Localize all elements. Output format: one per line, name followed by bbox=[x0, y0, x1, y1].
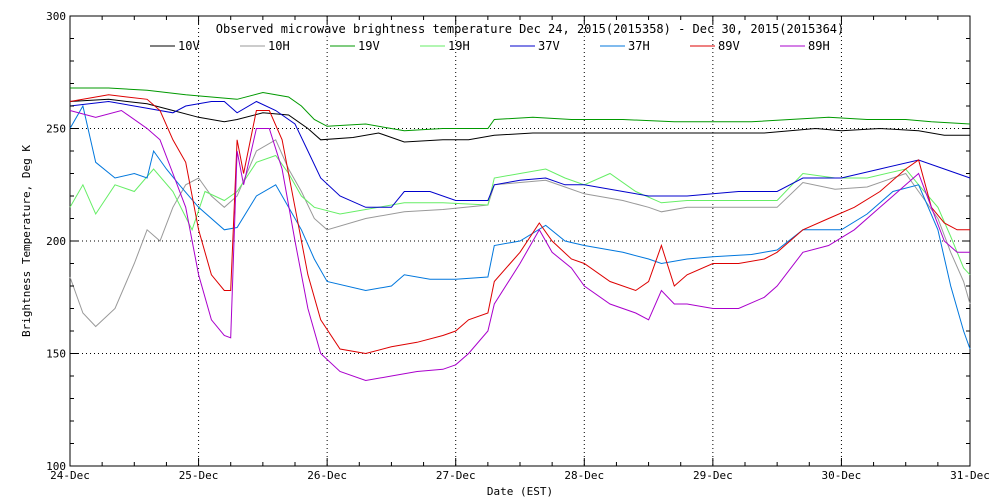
x-axis-title: Date (EST) bbox=[487, 485, 553, 498]
x-tick-label: 27-Dec bbox=[436, 469, 476, 482]
x-tick-label: 24-Dec bbox=[50, 469, 90, 482]
series-line-89v bbox=[69, 94, 970, 355]
x-tick-label: 30-Dec bbox=[822, 469, 862, 482]
legend-label-10v: 10V bbox=[178, 39, 200, 53]
series-line-10v bbox=[69, 98, 970, 143]
x-tick-label: 29-Dec bbox=[693, 469, 733, 482]
legend: 10V 10H 19V 19H 37V 37H 89V 89H bbox=[150, 39, 830, 53]
series-line-37v bbox=[69, 100, 971, 208]
y-tick-label: 150 bbox=[46, 348, 66, 361]
legend-label-89v: 89V bbox=[718, 39, 740, 53]
chart-title: Observed microwave brightness temperatur… bbox=[216, 22, 845, 36]
series-line-19v bbox=[70, 87, 971, 132]
legend-label-37h: 37H bbox=[628, 39, 650, 53]
series-line-10h bbox=[69, 139, 971, 328]
x-tick-label: 31-Dec bbox=[950, 469, 990, 482]
legend-label-10h: 10H bbox=[268, 39, 290, 53]
legend-label-19h: 19H bbox=[448, 39, 470, 53]
series-line-89h bbox=[69, 109, 970, 382]
series-line-37h bbox=[69, 104, 971, 350]
grid-lines bbox=[70, 16, 970, 466]
axis-ticks bbox=[69, 15, 971, 467]
x-tick-label: 28-Dec bbox=[564, 469, 604, 482]
series-lines bbox=[69, 87, 971, 382]
x-tick-label: 25-Dec bbox=[179, 469, 219, 482]
y-tick-label: 250 bbox=[46, 123, 66, 136]
series-line-19h bbox=[69, 154, 971, 276]
legend-label-19v: 19V bbox=[358, 39, 380, 53]
x-tick-labels: 24-Dec 25-Dec 26-Dec 27-Dec 28-Dec 29-Dec 30-D… bbox=[50, 469, 990, 482]
y-tick-label: 300 bbox=[46, 10, 66, 23]
y-tick-label: 100 bbox=[46, 460, 66, 473]
y-axis-title: Brightness Temperature, Deg K bbox=[20, 145, 33, 337]
legend-label-37v: 37V bbox=[538, 39, 560, 53]
x-tick-label: 26-Dec bbox=[307, 469, 347, 482]
y-tick-label: 200 bbox=[46, 235, 66, 248]
legend-label-89h: 89H bbox=[808, 39, 830, 53]
y-tick-labels: 100 150 200 250 300 bbox=[46, 10, 66, 473]
